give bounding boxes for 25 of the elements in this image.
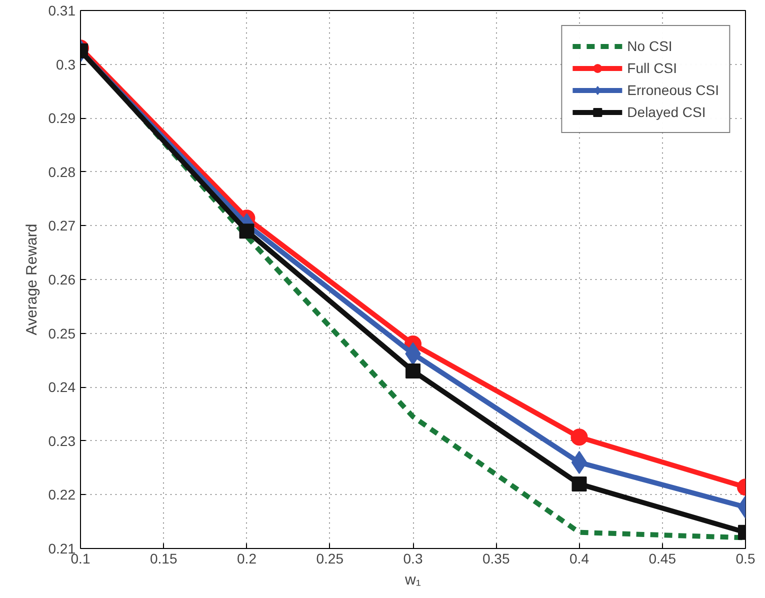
x-tick-label: 0.2 [237,550,257,566]
x-tick-label: 0.4 [570,550,590,566]
y-tick-label: 0.3 [56,56,76,72]
x-tick-label: 0.25 [316,550,344,566]
legend-label: Full CSI [627,60,677,76]
legend-label: No CSI [627,38,672,54]
x-tick-label: 0.3 [403,550,423,566]
point [406,363,420,378]
y-tick-label: 0.25 [48,325,76,342]
y-axis-title: Average Reward [23,224,40,336]
y-tick-label: 0.23 [48,432,76,449]
y-tick-label: 0.24 [48,379,76,396]
y-tick-label: 0.26 [48,272,76,288]
legend-label: Erroneous CSI [627,82,719,98]
y-tick-label: 0.22 [48,486,76,503]
legend-label: Delayed CSI [627,104,706,120]
x-tick-label: 0.35 [482,550,510,566]
y-tick-label: 0.31 [48,2,76,18]
y-tick-label: 0.29 [48,110,76,126]
x-tick-label: 0.15 [150,550,178,566]
x-tick-label: 0.5 [736,550,756,566]
y-tick-label: 0.28 [48,164,76,180]
x-tick-label: 0.45 [648,550,676,566]
x-axis-title: w₁ [404,572,421,588]
y-tick-label: 0.27 [48,218,76,234]
